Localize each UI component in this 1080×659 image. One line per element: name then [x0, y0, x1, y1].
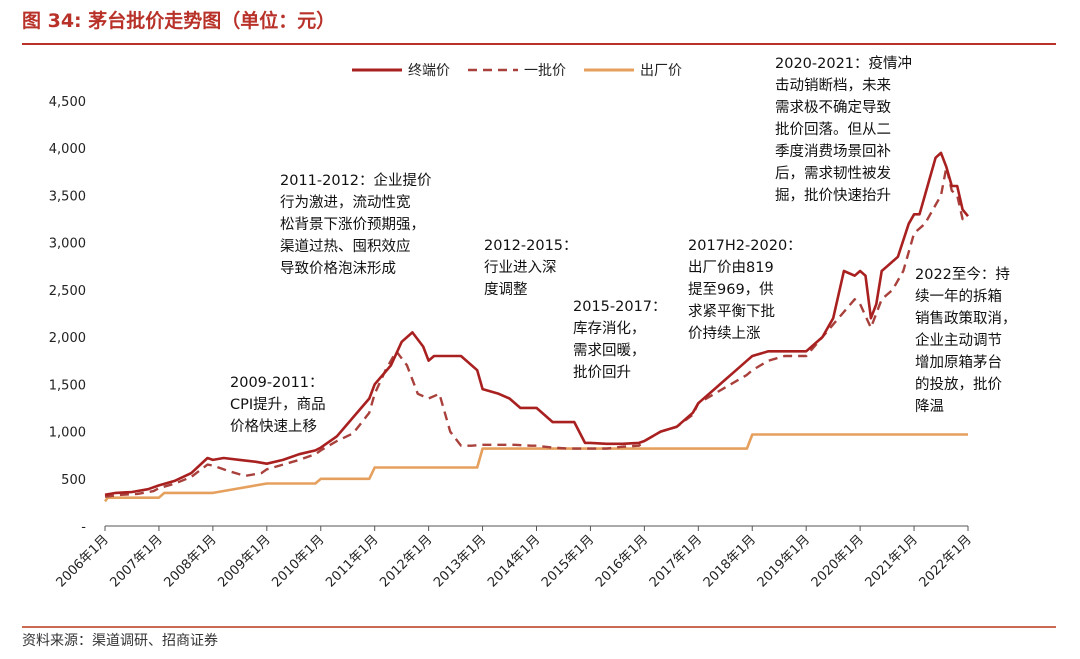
series-line-factory — [103, 433, 968, 503]
series-line-wholesale — [104, 165, 969, 498]
y-tick-label: 3,000 — [49, 237, 86, 252]
x-tick-label: 2021年1月 — [863, 532, 921, 590]
x-tick-label: 2011年1月 — [323, 532, 381, 590]
annotation-2009-2011: 2009-2011： CPI提升，商品 价格快速上移 — [230, 375, 326, 435]
y-tick-label: 500 — [61, 473, 86, 488]
annotation-2012-2015: 2012-2015： 行业进入深 度调整 — [484, 238, 578, 298]
y-tick-label: 2,000 — [49, 331, 86, 346]
x-tick-label: 2009年1月 — [215, 532, 273, 590]
x-tick-label: 2013年1月 — [431, 532, 489, 590]
x-tick-label: 2017年1月 — [647, 532, 705, 590]
legend-swatch-wholesale — [468, 68, 518, 72]
legend-label-terminal: 终端价 — [408, 63, 450, 79]
legend-label-wholesale: 一批价 — [524, 63, 566, 79]
y-tick-label: 4,500 — [49, 95, 86, 110]
x-tick-label: 2006年1月 — [54, 532, 112, 590]
y-tick-label: 4,000 — [49, 142, 86, 157]
legend-item-factory: 出厂价 — [584, 60, 682, 80]
x-tick-label: 2008年1月 — [161, 532, 219, 590]
annotation-2022: 2022至今：持 续一年的拆箱 销售政策取消， 企业主动调节 增加原箱茅台 的投… — [915, 267, 1017, 415]
legend-label-factory: 出厂价 — [640, 63, 682, 79]
x-tick-label: 2020年1月 — [809, 532, 867, 590]
y-tick-label: 1,500 — [49, 378, 86, 393]
legend-item-wholesale: 一批价 — [468, 60, 566, 80]
x-tick-label: 2010年1月 — [269, 532, 327, 590]
legend-swatch-terminal — [352, 68, 402, 72]
x-tick-label: 2012年1月 — [377, 532, 435, 590]
x-tick-label: 2022年1月 — [917, 532, 975, 590]
y-tick-label: 2,500 — [49, 284, 86, 299]
x-tick-label: 2014年1月 — [485, 532, 543, 590]
source-note: 资料来源：渠道调研、招商证券 — [22, 633, 218, 649]
y-tick-label: - — [81, 520, 86, 535]
annotation-2017-2020: 2017H2-2020： 出厂价由819 提至969，供 求紧平衡下批 价持续上… — [688, 238, 802, 342]
y-tick-label: 3,500 — [49, 189, 86, 204]
annotation-2011-2012: 2011-2012：企业提价 行为激进，流动性宽 松背景下涨价预期强， 渠道过热… — [280, 173, 432, 277]
x-tick-label: 2019年1月 — [755, 532, 813, 590]
x-tick-label: 2015年1月 — [539, 532, 597, 590]
price-chart: - 500 1,000 1,500 2,000 2,500 3,000 3,500 4,000 4… — [49, 95, 975, 590]
series-line-terminal — [104, 151, 970, 497]
title-divider — [22, 43, 1056, 45]
legend-item-terminal: 终端价 — [352, 60, 450, 80]
x-tick-label: 2007年1月 — [108, 532, 166, 590]
footer-divider — [22, 626, 1056, 628]
annotation-2015-2017: 2015-2017： 库存消化， 需求回暖， 批价回升 — [573, 299, 667, 381]
y-tick-label: 1,000 — [49, 426, 86, 441]
chart-title: 图 34: 茅台批价走势图（单位：元） — [22, 10, 336, 32]
legend-swatch-factory — [584, 68, 634, 72]
x-tick-label: 2016年1月 — [593, 532, 651, 590]
annotation-2020-2021: 2020-2021：疫情冲 击动销断档，未来 需求极不确定导致 批价回落。但从二… — [775, 56, 913, 204]
x-tick-label: 2018年1月 — [701, 532, 759, 590]
